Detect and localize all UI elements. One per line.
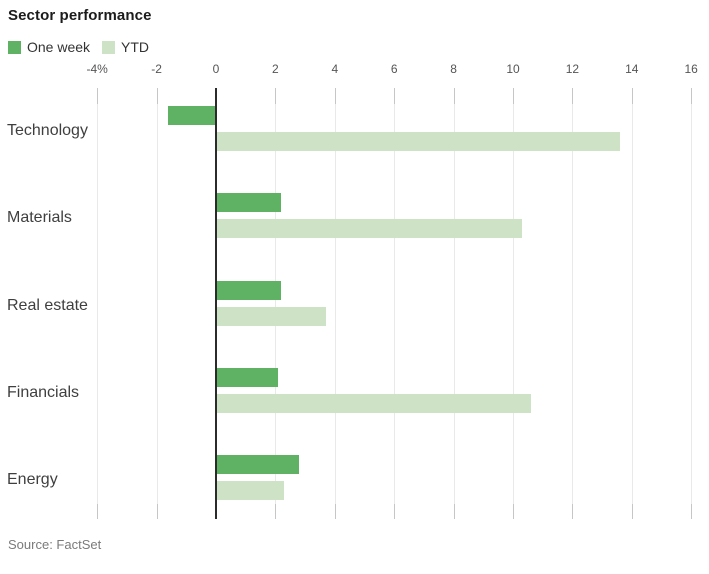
bar-one-week-technology xyxy=(168,106,216,125)
gridline--4 xyxy=(97,88,99,514)
x-axis-label-14: 14 xyxy=(625,62,639,76)
x-axis-label-2: 2 xyxy=(272,62,279,76)
x-axis-label--2: -2 xyxy=(151,62,162,76)
top-tick--4 xyxy=(97,88,99,104)
top-tick-16 xyxy=(691,88,693,104)
bar-ytd-energy xyxy=(216,481,285,501)
bottom-tick-14 xyxy=(631,504,633,519)
top-tick-10 xyxy=(513,88,514,104)
gridline-14 xyxy=(631,88,633,514)
category-label-energy: Energy xyxy=(7,471,58,489)
category-label-technology: Technology xyxy=(7,122,88,139)
gridline-16 xyxy=(691,88,693,514)
bottom-tick-16 xyxy=(691,504,693,519)
top-tick-4 xyxy=(334,88,336,104)
top-tick--2 xyxy=(156,88,158,104)
x-axis-label-10: 10 xyxy=(506,62,520,76)
bottom-tick-4 xyxy=(334,504,336,519)
x-axis-label-0: 0 xyxy=(212,62,220,76)
bottom-tick-6 xyxy=(394,504,396,519)
legend-item-one-week: One week xyxy=(8,39,90,55)
bar-ytd-real-estate xyxy=(216,306,326,326)
legend-label-one-week: One week xyxy=(27,39,91,55)
top-tick-2 xyxy=(275,88,277,104)
ytd-swatch-icon xyxy=(102,40,116,54)
bottom-tick-8 xyxy=(453,504,455,519)
bar-ytd-financials xyxy=(216,393,531,413)
bottom-tick-10 xyxy=(513,504,514,519)
gridline-12 xyxy=(572,88,574,514)
gridline-2 xyxy=(275,88,277,514)
top-tick-6 xyxy=(394,88,396,104)
legend-item-ytd: YTD xyxy=(102,39,149,55)
gridline-4 xyxy=(334,88,336,514)
source-note: Source: FactSet xyxy=(8,537,102,552)
x-axis-label-4: 4 xyxy=(331,62,339,76)
x-axis-label-12: 12 xyxy=(565,62,580,76)
category-label-real-estate: Real estate xyxy=(7,296,88,314)
legend: One week YTD xyxy=(8,39,149,55)
bar-ytd-technology xyxy=(216,132,620,151)
x-axis-label--4: -4% xyxy=(86,62,108,76)
bar-one-week-materials xyxy=(216,193,282,213)
top-tick-14 xyxy=(631,88,633,104)
gridline--2 xyxy=(156,88,158,514)
gridline-8 xyxy=(453,88,455,514)
bar-ytd-materials xyxy=(216,219,522,239)
chart-title: Sector performance xyxy=(8,7,152,24)
top-tick-8 xyxy=(453,88,455,104)
bottom-tick--4 xyxy=(97,504,99,519)
gridline-6 xyxy=(394,88,396,514)
x-axis-label-6: 6 xyxy=(390,62,398,76)
x-axis-label-16: 16 xyxy=(684,62,698,76)
zero-axis-line xyxy=(215,88,217,519)
x-axis-label-8: 8 xyxy=(450,62,457,76)
bar-one-week-real-estate xyxy=(216,280,282,300)
bottom-tick--2 xyxy=(156,504,158,519)
gridline-10 xyxy=(513,88,514,514)
one-week-swatch-icon xyxy=(8,40,21,54)
category-label-financials: Financials xyxy=(7,383,80,401)
top-tick-12 xyxy=(572,88,574,104)
legend-label-ytd: YTD xyxy=(121,39,150,55)
bottom-tick-2 xyxy=(275,504,277,519)
bar-one-week-financials xyxy=(216,367,279,387)
bottom-tick-12 xyxy=(572,504,574,519)
category-label-materials: Materials xyxy=(7,209,72,227)
bar-one-week-energy xyxy=(216,455,300,475)
